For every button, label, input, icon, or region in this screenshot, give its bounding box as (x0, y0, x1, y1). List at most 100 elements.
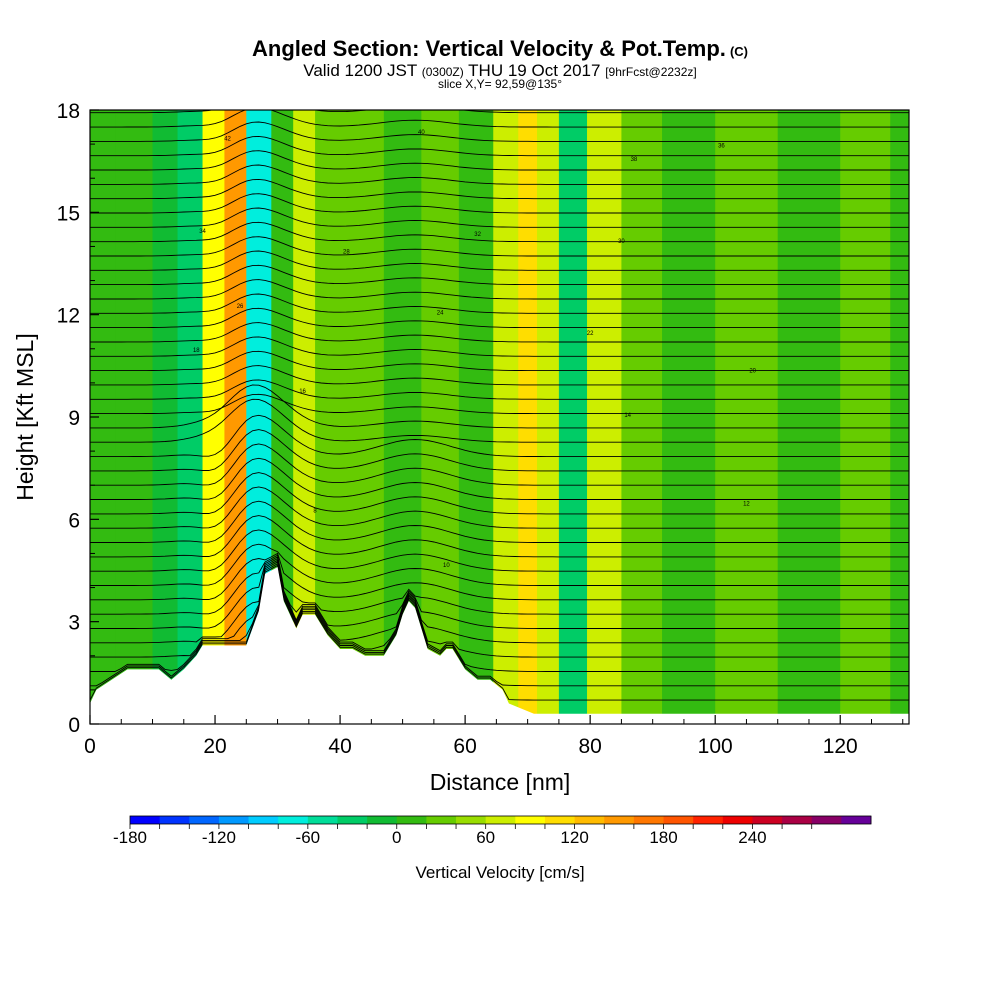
x-tick-label: 60 (453, 735, 476, 758)
theta-contour (90, 515, 909, 558)
theta-contour (90, 293, 909, 314)
colorbar-swatch (633, 816, 664, 824)
contour-value-label: 36 (718, 144, 725, 150)
colorbar-swatch (693, 816, 724, 824)
theta-contour (90, 557, 909, 644)
theta-contour (90, 500, 909, 543)
colorbar-swatch (159, 816, 190, 824)
forecast-tag-text: [9hrFcst@2232z] (605, 65, 697, 79)
colorbar-swatch (278, 816, 309, 824)
velocity-column (777, 110, 841, 724)
theta-contour (90, 279, 909, 300)
y-axis-label: Height [Kft MSL] (12, 333, 38, 500)
velocity-column (493, 110, 519, 724)
colorbar-swatch (130, 816, 161, 824)
x-tick-label: 20 (203, 735, 226, 758)
contour-value-label: 10 (443, 563, 450, 569)
theta-contour (90, 486, 909, 529)
contour-value-label: 20 (749, 369, 756, 375)
theta-contour (90, 414, 909, 458)
theta-contour (90, 193, 909, 214)
colorbar-swatch (544, 816, 575, 824)
velocity-column (662, 110, 716, 724)
theta-contour (90, 543, 909, 586)
colorbar-frame (129, 815, 872, 825)
theta-contour (90, 350, 909, 372)
contour-value-label: 14 (624, 413, 631, 419)
x-axis-ticks: 0 20 40 60 80 100 120 (84, 715, 904, 758)
colorbar-tick-label: 180 (649, 828, 677, 847)
y-tick-label: 15 (57, 202, 80, 225)
colorbar-label: Vertical Velocity [cm/s] (415, 863, 585, 882)
theta-contour (90, 79, 909, 98)
theta-contour (90, 307, 909, 329)
theta-contour (90, 429, 909, 472)
colorbar-tick-label: -60 (296, 828, 321, 847)
theta-contour (90, 556, 909, 629)
theta-contour (90, 336, 909, 357)
velocity-column (346, 110, 385, 724)
colorbar-tick-label: -120 (202, 828, 236, 847)
y-tick-label: 6 (68, 509, 80, 532)
velocity-column (224, 110, 247, 724)
x-tick-label: 120 (823, 735, 858, 758)
x-tick-label: 40 (328, 735, 351, 758)
colorbar-swatch (248, 816, 279, 824)
contour-value-label: 40 (418, 130, 425, 136)
velocity-column (202, 110, 225, 724)
theta-contour (90, 384, 909, 429)
velocity-column (421, 110, 460, 724)
title-text: Angled Section: Vertical Velocity & Pot.… (252, 36, 726, 61)
theta-contour (90, 110, 909, 114)
terrain-shape (90, 567, 909, 724)
contour-value-label: 16 (299, 389, 306, 395)
theta-contour (90, 559, 909, 658)
colorbar-swatch (218, 816, 249, 824)
colorbar-swatch (337, 816, 368, 824)
theta-contour (90, 552, 909, 601)
colorbar-swatch (396, 816, 427, 824)
colorbar: -180 -120 -60 0 60 120 180 240 (113, 815, 872, 847)
colorbar-tick-label: 240 (738, 828, 766, 847)
colorbar-swatch (307, 816, 338, 824)
contour-labels: 42 40 38 36 34 32 30 28 26 24 22 20 18 16 14 12 10 8 (193, 130, 757, 569)
theta-contour (90, 178, 909, 200)
y-tick-label: 12 (57, 305, 80, 328)
theta-contour (90, 564, 909, 701)
y-tick-label: 0 (68, 714, 80, 737)
colorbar-swatch (426, 816, 457, 824)
theta-contour (90, 457, 909, 500)
colorbar-swatch (456, 816, 487, 824)
contour-value-label: 24 (437, 311, 444, 317)
velocity-column (537, 110, 560, 724)
theta-contour (90, 379, 909, 400)
velocity-column (715, 110, 779, 724)
y-tick-label: 18 (57, 100, 80, 123)
contour-value-label: 38 (631, 157, 638, 163)
chart-subtitle: Valid 1200 JST (0300Z) THU 19 Oct 2017 [… (0, 61, 1000, 81)
y-axis-ticks: 0 3 6 9 12 15 18 (57, 100, 99, 737)
colorbar-tick-label: 120 (560, 828, 588, 847)
valid-time-text: Valid 1200 JST (303, 61, 417, 80)
velocity-column (518, 110, 538, 724)
vertical-velocity-field (90, 110, 909, 724)
colorbar-swatch (485, 816, 516, 824)
colorbar-swatch (663, 816, 694, 824)
theta-contour (90, 121, 909, 142)
velocity-column (621, 110, 663, 724)
contour-value-label: 26 (237, 304, 244, 310)
colorbar-swatch (782, 816, 813, 824)
contour-value-label: 30 (618, 239, 625, 245)
contour-value-label: 8 (313, 509, 317, 515)
velocity-column (558, 110, 588, 724)
colorbar-swatch (811, 816, 842, 824)
contour-value-label: 42 (224, 137, 231, 143)
theta-contour (90, 221, 909, 243)
colorbar-swatch (722, 816, 753, 824)
title-unit-tag: (C) (729, 44, 748, 59)
valid-utc-text: (0300Z) (421, 65, 464, 79)
x-tick-label: 100 (698, 735, 733, 758)
theta-contour (90, 472, 909, 515)
colorbar-swatch (604, 816, 635, 824)
velocity-column (890, 110, 909, 724)
